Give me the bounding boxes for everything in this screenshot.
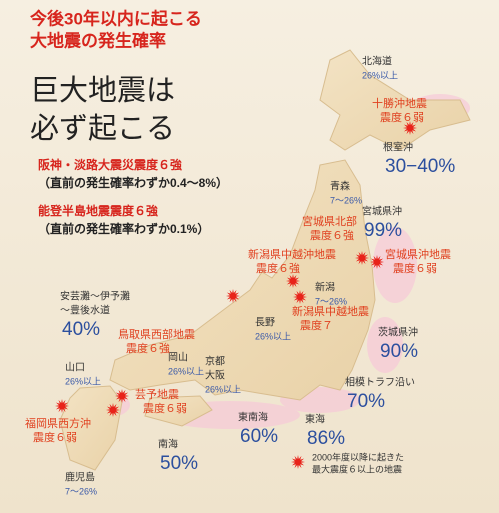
- region-probability: 40%: [62, 319, 100, 340]
- region-probability: 26%以上: [362, 70, 398, 80]
- notes: 阪神・淡路大震災震度６強 （直前の発生確率わずか0.4〜8%） 能登半島地震震度…: [38, 157, 228, 236]
- title-line: 大地震の発生確率: [30, 30, 166, 50]
- region-probability: 99%: [364, 220, 402, 241]
- region-name: 根室沖: [383, 141, 413, 154]
- region-name: 東南海: [238, 411, 268, 424]
- quake-intensity: 震度６弱: [380, 110, 424, 124]
- region-probability: 50%: [160, 453, 198, 474]
- quake-intensity: 震度６弱: [33, 430, 77, 444]
- note-text: （直前の発生確率わずか0.1%）: [38, 221, 209, 236]
- quake-intensity: 震度６強: [126, 341, 170, 355]
- note-text: （直前の発生確率わずか0.4〜8%）: [38, 175, 228, 190]
- region-name: 鹿児島: [65, 471, 95, 484]
- region-probability: 90%: [380, 341, 418, 362]
- region-probability: 26%以上: [205, 384, 241, 394]
- quake-name: 福岡県西方沖: [25, 416, 91, 430]
- region-name: 青森: [330, 180, 350, 193]
- title: 今後30年以内に起こる 大地震の発生確率: [30, 8, 202, 50]
- region-name: 宮城県沖: [362, 205, 402, 218]
- quake-marker: [403, 121, 417, 135]
- quake-marker: [370, 255, 384, 269]
- quake-name: 新潟県中越沖地震: [248, 247, 336, 261]
- quake-name: 十勝沖地震: [372, 96, 427, 110]
- quake-intensity: 震度６強: [256, 261, 300, 275]
- quake-name: 宮城県北部: [302, 214, 357, 228]
- region-name: 北海道: [362, 55, 392, 68]
- quake-marker: [55, 399, 69, 413]
- region-probability: 26%以上: [255, 331, 291, 341]
- legend-line: 2000年度以降に起きた: [312, 451, 404, 462]
- region-probability: 70%: [347, 391, 385, 412]
- quake-intensity: 震度７: [300, 318, 333, 332]
- region-probability: 7〜26%: [315, 296, 347, 306]
- region-name: 〜豊後水道: [60, 304, 110, 317]
- region-name: 岡山: [168, 352, 188, 364]
- region-name: 長野: [255, 317, 275, 329]
- quake-intensity: 震度６強: [310, 228, 354, 242]
- quake-marker: [115, 389, 129, 403]
- headline-line: 必ず起こる: [30, 111, 175, 145]
- quake-marker: [293, 290, 307, 304]
- quake-marker: [286, 274, 300, 288]
- quake-marker: [291, 455, 305, 469]
- region-name: 大阪: [205, 369, 225, 382]
- region-probability: 26%以上: [168, 366, 204, 376]
- legend-line: 最大震度６以上の地震: [312, 463, 402, 474]
- quake-marker: [226, 289, 240, 303]
- japan-landmass: [59, 49, 471, 471]
- title-line: 今後30年以内に起こる: [30, 8, 202, 28]
- region-name: 安芸灘〜伊予灘: [60, 290, 130, 303]
- region-probability: 26%以上: [65, 376, 101, 386]
- quake-intensity: 震度６弱: [393, 261, 437, 275]
- headline: 巨大地震は 必ず起こる: [30, 73, 175, 145]
- region-name: 京都: [205, 355, 225, 368]
- region-name: 南海: [158, 438, 178, 451]
- quake-marker: [355, 251, 369, 265]
- region-name: 茨城県沖: [378, 326, 418, 339]
- region-name: 相模トラフ沿い: [345, 376, 415, 389]
- region-name: 山口: [65, 362, 85, 374]
- region-probability: 7〜26%: [330, 195, 362, 205]
- region-probability: 86%: [307, 428, 345, 449]
- legend: 2000年度以降に起きた 最大震度６以上の地震: [312, 451, 404, 474]
- region-name: 東海: [305, 413, 325, 426]
- region-probability: 30−40%: [385, 156, 455, 177]
- note-event: 能登半島地震震度６強: [38, 203, 158, 218]
- headline-line: 巨大地震は: [30, 73, 175, 107]
- quake-name: 新潟県中越地震: [292, 304, 369, 318]
- quake-marker: [106, 403, 120, 417]
- region-probability: 60%: [240, 426, 278, 447]
- quake-name: 芸予地震: [135, 388, 179, 401]
- region-name: 新潟: [315, 281, 335, 294]
- quake-name: 鳥取県西部地震: [118, 327, 195, 341]
- region-probability: 7〜26%: [65, 486, 97, 496]
- note-event: 阪神・淡路大震災震度６強: [38, 157, 182, 172]
- quake-name: 宮城県沖地震: [385, 247, 451, 261]
- quake-intensity: 震度６弱: [143, 401, 187, 415]
